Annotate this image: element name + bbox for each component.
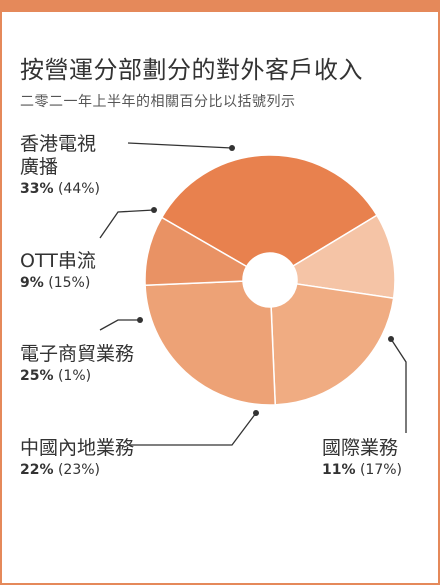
slice-prior-hk-tv: (44%) <box>57 181 101 197</box>
slice-name-mainland: 中國內地業務 <box>20 437 135 459</box>
slice-name-hk-tv-line2: 廣播 <box>20 156 59 178</box>
slice-value-international: 11% <box>322 462 356 478</box>
leader-line-4 <box>390 338 407 433</box>
slice-value-ott: 9% <box>20 275 44 291</box>
chart-title: 按營運分部劃分的對外客戶收入 <box>20 56 363 84</box>
leader-line-2 <box>99 319 140 331</box>
pie-slice-4 <box>144 216 248 287</box>
leader-line-1 <box>99 209 155 239</box>
slice-value-mainland: 22% <box>20 462 54 478</box>
slice-name-ott: OTT串流 <box>20 250 96 272</box>
label-mainland: 中國內地業務 22% (23%) <box>20 437 134 480</box>
pie-slice-0 <box>160 154 378 268</box>
chart-subtitle: 二零二一年上半年的相關百分比以括號列示 <box>20 94 296 110</box>
slice-prior-ecommerce: (1%) <box>57 368 92 384</box>
slice-prior-international: (17%) <box>359 462 403 478</box>
slice-prior-ott: (15%) <box>48 275 91 291</box>
top-accent-bar <box>2 0 440 12</box>
leader-dot-3 <box>253 410 259 416</box>
label-international: 國際業務 11% (17%) <box>322 437 402 480</box>
slice-value-ecommerce: 25% <box>20 368 54 384</box>
leader-dot-2 <box>137 317 143 323</box>
label-ott: OTT串流 9% (15%) <box>20 250 96 293</box>
leader-line-0 <box>127 142 233 149</box>
leader-dot-0 <box>229 145 235 151</box>
slice-value-hk-tv: 33% <box>20 181 54 197</box>
leader-line-3 <box>130 412 257 446</box>
slice-prior-mainland: (23%) <box>57 462 101 478</box>
label-hk-tv: 香港電視 廣播 33% (44%) <box>20 133 100 199</box>
slice-name-hk-tv: 香港電視 <box>20 133 97 155</box>
leader-dot-4 <box>388 336 394 342</box>
pie-slice-2 <box>270 283 395 406</box>
leader-dot-1 <box>151 207 157 213</box>
slice-name-ecommerce: 電子商貿業務 <box>20 343 135 365</box>
pie-slice-1 <box>292 214 396 300</box>
pie-slice-3 <box>144 280 277 406</box>
label-ecommerce: 電子商貿業務 25% (1%) <box>20 343 134 386</box>
slice-name-international: 國際業務 <box>322 437 399 459</box>
